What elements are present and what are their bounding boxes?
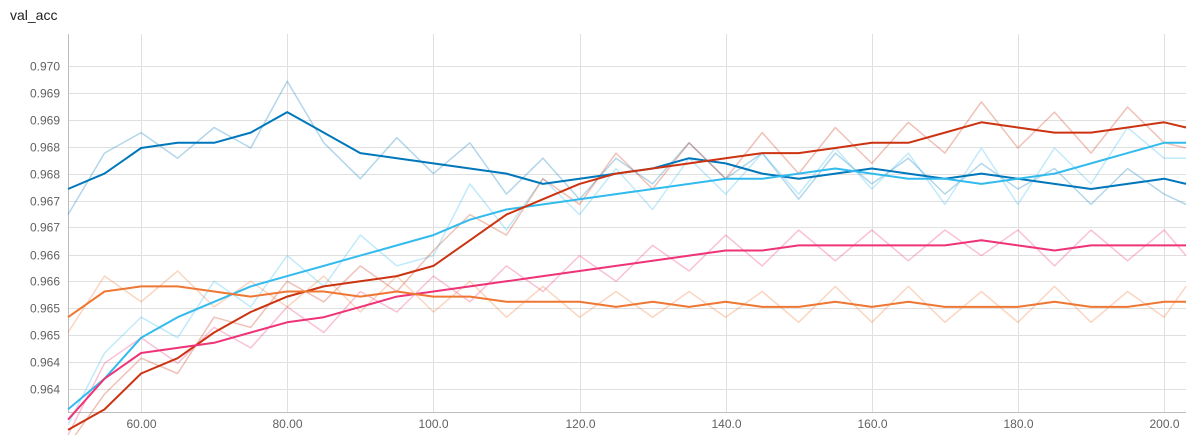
series-line-2 — [67, 141, 1186, 411]
x-tick-label: 160.0 — [857, 417, 887, 431]
x-tick-label: 180.0 — [1003, 417, 1033, 431]
smoothed-series-layer — [67, 111, 1187, 431]
x-tick-label: 200.0 — [1149, 417, 1179, 431]
x-tick-label: 60.00 — [126, 417, 156, 431]
raw-series-line-2 — [67, 126, 1186, 426]
y-tick-label: 0.969 — [30, 87, 60, 101]
y-tick-label: 0.967 — [30, 221, 60, 235]
y-tick-label: 0.968 — [30, 141, 60, 155]
y-tick-label: 0.965 — [30, 329, 60, 343]
y-tick-label: 0.966 — [30, 249, 60, 263]
y-tick-label: 0.970 — [30, 60, 60, 74]
series-line-5 — [67, 285, 1186, 319]
x-tick-label: 120.0 — [565, 417, 595, 431]
chart-title: val_acc — [10, 7, 58, 23]
series-line-4 — [67, 239, 1186, 421]
x-tick-label: 100.0 — [418, 417, 448, 431]
grid-layer — [68, 34, 1186, 413]
y-tick-label: 0.965 — [30, 302, 60, 316]
y-tick-label: 0.964 — [30, 356, 60, 370]
x-tick-label: 80.00 — [272, 417, 302, 431]
y-tick-label: 0.968 — [30, 168, 60, 182]
y-tick-label: 0.966 — [30, 275, 60, 289]
y-tick-label: 0.964 — [30, 383, 60, 397]
y-tick-label: 0.967 — [30, 195, 60, 209]
x-tick-label: 140.0 — [711, 417, 741, 431]
tick-label-layer: 0.964 0.964 0.965 0.965 0.966 0.966 0.967 0.967… — [30, 60, 1180, 432]
y-tick-label: 0.969 — [30, 114, 60, 128]
series-line-3 — [67, 121, 1187, 431]
